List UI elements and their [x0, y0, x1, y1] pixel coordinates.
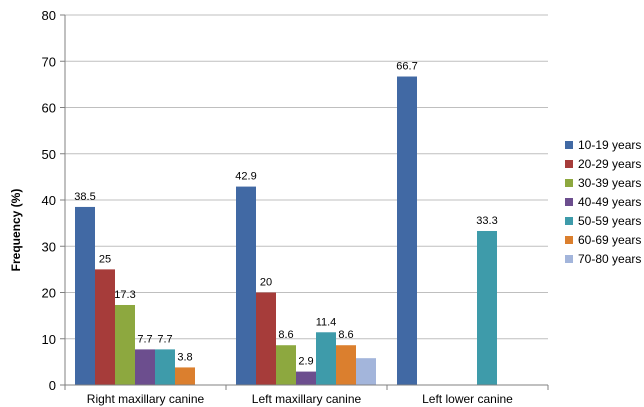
legend-swatch [565, 255, 573, 263]
bar [236, 186, 256, 385]
legend-swatch [565, 160, 573, 168]
data-label: 25 [99, 253, 111, 265]
bar [276, 345, 296, 385]
x-tick-label: Right maxillary canine [87, 392, 205, 406]
y-tick-label: 70 [42, 54, 56, 69]
data-label: 11.4 [316, 316, 337, 328]
bar [135, 349, 155, 385]
legend-swatch [565, 198, 573, 206]
legend-swatch [565, 236, 573, 244]
legend-label: 50-59 years [578, 214, 641, 228]
legend: 10-19 years 20-29 years 30-39 years 40-49 y… [565, 138, 641, 266]
axes: 0 10 20 30 40 50 60 70 80 Right maxillary canine L… [42, 8, 549, 406]
data-label: 8.6 [338, 329, 353, 341]
y-tick-label: 50 [42, 147, 56, 162]
bar [175, 367, 195, 385]
legend-swatch [565, 217, 573, 225]
bars [75, 76, 497, 385]
legend-label: 70-80 years [578, 252, 641, 266]
y-tick-label: 10 [42, 332, 56, 347]
bar [256, 292, 276, 385]
y-axis-label: Frequency (%) [9, 189, 23, 272]
data-label: 20 [260, 277, 272, 289]
legend-label: 10-19 years [578, 138, 641, 152]
y-tick-label: 30 [42, 239, 56, 254]
bar [115, 304, 135, 385]
bar [95, 269, 115, 385]
data-label: 7.7 [157, 333, 172, 345]
bar [356, 358, 376, 385]
y-tick-label: 80 [42, 8, 56, 23]
data-label: 42.9 [235, 171, 256, 183]
data-label: 33.3 [476, 215, 497, 227]
legend-label: 20-29 years [578, 157, 641, 171]
legend-label: 30-39 years [578, 176, 641, 190]
bar [296, 371, 316, 385]
data-label: 66.7 [396, 61, 417, 73]
bar [316, 332, 336, 385]
bar [477, 230, 497, 385]
data-label: 3.8 [177, 351, 192, 363]
legend-swatch [565, 179, 573, 187]
y-tick-label: 40 [42, 193, 56, 208]
legend-label: 60-69 years [578, 233, 641, 247]
bar [336, 345, 356, 385]
data-label: 8.6 [278, 329, 293, 341]
bar [397, 76, 417, 385]
y-tick-label: 60 [42, 101, 56, 116]
bar [155, 349, 175, 385]
legend-label: 40-49 years [578, 195, 641, 209]
data-label: 38.5 [74, 191, 95, 203]
bar [75, 206, 95, 385]
data-label: 2.9 [298, 356, 313, 368]
data-label: 17.3 [114, 289, 135, 301]
y-tick-label: 20 [42, 286, 56, 301]
gridlines [65, 14, 548, 340]
x-tick-label: Left maxillary canine [252, 392, 362, 406]
y-tick-label: 0 [49, 378, 56, 393]
x-tick-label: Left lower canine [422, 392, 513, 406]
data-label: 7.7 [137, 333, 152, 345]
legend-swatch [565, 141, 573, 149]
